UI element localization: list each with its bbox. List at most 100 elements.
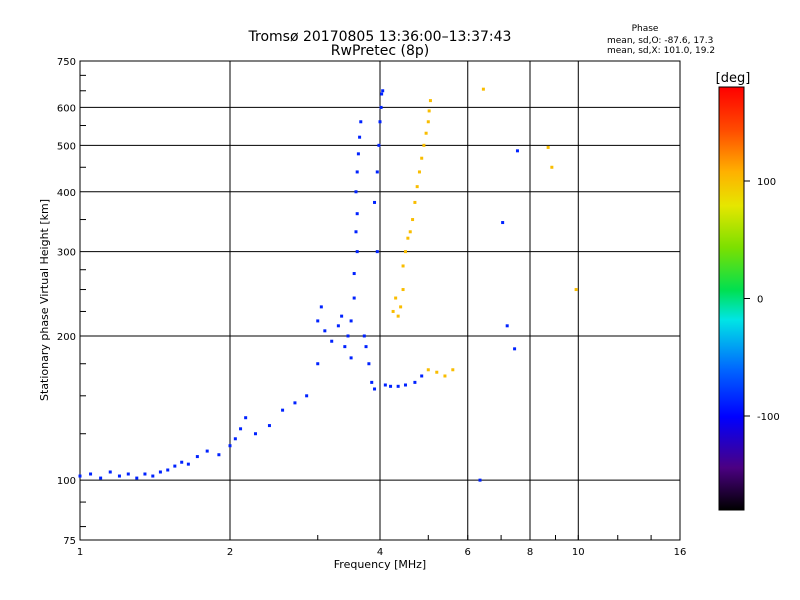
scatter-point bbox=[377, 143, 381, 147]
y-tick-label: 200 bbox=[57, 332, 76, 343]
scatter-point bbox=[253, 432, 257, 436]
scatter-point bbox=[417, 170, 421, 174]
scatter-point bbox=[420, 156, 424, 160]
scatter-point bbox=[413, 200, 417, 204]
scatter-point bbox=[428, 99, 432, 103]
x-tick-label: 1 bbox=[77, 547, 83, 558]
scatter-point bbox=[370, 380, 374, 384]
scatter-point bbox=[305, 394, 309, 398]
scatter-point bbox=[481, 87, 485, 91]
scatter-point bbox=[375, 170, 379, 174]
scatter-point bbox=[379, 105, 383, 109]
scatter-point bbox=[401, 288, 405, 292]
scatter-point bbox=[380, 92, 384, 96]
scatter-point bbox=[173, 464, 177, 468]
scatter-point bbox=[426, 368, 430, 372]
scatter-point bbox=[239, 427, 243, 431]
scatter-point bbox=[427, 109, 431, 113]
scatter-point bbox=[383, 383, 387, 387]
colorbar-tick-label: 100 bbox=[757, 177, 776, 188]
scatter-point bbox=[378, 120, 382, 124]
x-tick-label: 16 bbox=[674, 547, 687, 558]
scatter-point bbox=[443, 374, 447, 378]
x-tick-label: 2 bbox=[227, 547, 233, 558]
scatter-point bbox=[501, 221, 505, 225]
scatter-point bbox=[126, 472, 130, 476]
chart-subtitle: RwPretec (8p) bbox=[331, 43, 429, 59]
scatter-point bbox=[435, 370, 439, 374]
scatter-point bbox=[381, 89, 385, 93]
scatter-point bbox=[349, 319, 353, 323]
scatter-point bbox=[394, 296, 398, 300]
phase-stats-x: mean, sd,X: 101.0, 19.2 bbox=[607, 46, 715, 56]
phase-stats-o: mean, sd,O: -87.6, 17.3 bbox=[607, 36, 713, 46]
scatter-point bbox=[389, 384, 393, 388]
scatter-point bbox=[515, 149, 519, 153]
scatter-point bbox=[403, 250, 407, 254]
colorbar-tick-label: -100 bbox=[757, 412, 780, 423]
scatter-point bbox=[186, 462, 190, 466]
scatter-point bbox=[356, 152, 360, 156]
scatter-point bbox=[244, 416, 248, 420]
scatter-point bbox=[323, 329, 327, 333]
y-tick-label: 100 bbox=[57, 476, 76, 487]
colorbar-tick-label: 0 bbox=[757, 295, 763, 306]
scatter-point bbox=[354, 190, 358, 194]
scatter-point bbox=[391, 309, 395, 313]
scatter-point bbox=[180, 460, 184, 464]
scatter-point bbox=[375, 250, 379, 254]
chart-title: Tromsø 20170805 13:36:00–13:37:43 bbox=[248, 29, 512, 45]
scatter-point bbox=[143, 472, 147, 476]
scatter-point bbox=[135, 476, 139, 480]
scatter-point bbox=[267, 424, 271, 428]
scatter-point bbox=[399, 305, 403, 309]
y-tick-label: 75 bbox=[63, 536, 76, 547]
scatter-point bbox=[364, 345, 368, 349]
colorbar-label: [deg] bbox=[716, 71, 751, 86]
scatter-point bbox=[451, 368, 455, 372]
scatter-point bbox=[316, 319, 320, 323]
scatter-point bbox=[422, 143, 426, 147]
scatter-point bbox=[205, 449, 209, 453]
scatter-point bbox=[108, 470, 112, 474]
scatter-point bbox=[158, 470, 162, 474]
x-tick-label: 10 bbox=[572, 547, 585, 558]
scatter-point bbox=[355, 212, 359, 216]
scatter-point bbox=[396, 314, 400, 318]
scatter-point bbox=[358, 135, 362, 139]
scatter-point bbox=[340, 314, 344, 318]
x-tick-label: 4 bbox=[377, 547, 383, 558]
scatter-point bbox=[330, 339, 334, 343]
scatter-point bbox=[359, 120, 363, 124]
y-tick-label: 500 bbox=[57, 141, 76, 152]
scatter-point bbox=[117, 474, 121, 478]
scatter-point bbox=[228, 444, 232, 448]
scatter-point bbox=[217, 453, 221, 457]
scatter-point bbox=[478, 478, 482, 482]
scatter-point bbox=[151, 474, 155, 478]
scatter-point bbox=[355, 250, 359, 254]
y-tick-label: 300 bbox=[57, 248, 76, 259]
scatter-point bbox=[99, 476, 103, 480]
y-tick-label: 750 bbox=[57, 57, 76, 68]
scatter-point bbox=[408, 230, 412, 234]
scatter-point bbox=[362, 334, 366, 338]
scatter-point bbox=[550, 165, 554, 169]
scatter-point bbox=[367, 362, 371, 366]
scatter-point bbox=[401, 264, 405, 268]
scatter-point bbox=[89, 472, 93, 476]
x-tick-label: 8 bbox=[527, 547, 533, 558]
scatter-point bbox=[166, 468, 170, 472]
scatter-point bbox=[336, 324, 340, 328]
scatter-point bbox=[411, 218, 415, 222]
x-axis-ticks: 1 2 4 6 8 10 16 bbox=[77, 535, 687, 558]
x-tick-label: 6 bbox=[465, 547, 471, 558]
scatter-point bbox=[354, 230, 358, 234]
scatter-point bbox=[505, 324, 509, 328]
y-axis-label: Stationary phase Virtual Height [km] bbox=[38, 199, 51, 401]
colorbar-ticks: 100 0 -100 bbox=[744, 177, 780, 423]
data-points bbox=[78, 87, 578, 482]
scatter-point bbox=[396, 384, 400, 388]
phase-heading: Phase bbox=[632, 24, 659, 34]
